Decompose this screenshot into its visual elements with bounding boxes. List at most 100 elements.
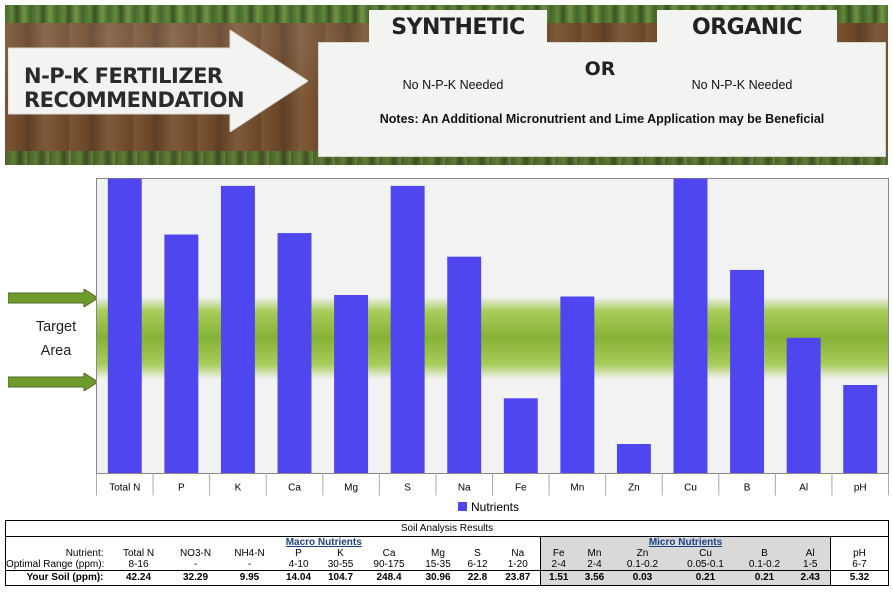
table-cell: 104.7 [319,570,362,586]
target-band [97,296,888,380]
table-cell: B [738,548,791,559]
x-tick-label: Total N [109,483,140,494]
synthetic-recommendation: No N-P-K Needed [402,78,504,92]
table-cell: 248.4 [361,570,417,586]
table-cell: 2.43 [790,570,831,586]
nutrient-row-label: Nutrient: [5,548,108,559]
table-cell: 9.95 [221,570,278,586]
bar-cu [673,178,708,474]
bar-fe [503,398,538,474]
bar-al [786,337,821,474]
optimal-row-label: Optimal Range (ppm): [5,559,108,571]
table-cell: Al [790,548,831,559]
target-label-line-1: Target [35,319,77,335]
table-cell: 8-16 [128,559,149,570]
bar-mn [560,296,595,474]
or-label: OR [584,58,616,80]
chart-legend: Nutrients [458,500,519,514]
x-tick-label: B [744,483,751,494]
bar-k [220,185,255,474]
bar-b [730,269,765,474]
bar-p [164,234,199,474]
table-cell: 15-35 [425,559,451,570]
target-label-line-2: Area [40,343,72,359]
table-cell: pH [829,548,890,559]
nutrient-row: Nutrient: Total N NO3-N NH4-N P K Ca Mg … [5,548,890,559]
table-cell: 0.21 [672,570,739,586]
table-title: Soil Analysis Results [4,520,890,537]
table-cell: 1-5 [790,559,831,571]
table-cell: 14.04 [277,570,320,586]
target-upper-arrow-icon [8,289,98,307]
table-cell: 0.03 [612,570,673,586]
table-cell: P [295,548,302,559]
x-tick-label: Na [458,483,471,494]
soil-analysis-table: Soil Analysis Results Macro Nutrients Mi… [4,520,890,586]
table-cell: - [247,559,252,570]
bar-ph [843,385,878,474]
table-cell: Fe [540,548,577,559]
bar-mg [334,295,369,474]
page-title: N-P-K FERTILIZER RECOMMENDATION [24,64,284,112]
table-cell: 6-7 [829,559,890,571]
title-line-2: RECOMMENDATION [24,88,245,112]
x-tick-label: K [235,483,242,494]
x-tick-label: Al [799,483,808,494]
table-cell: Mg [431,548,445,559]
table-cell: Ca [382,548,396,559]
micro-nutrients-header: Micro Nutrients [540,536,831,548]
table-cell: 22.8 [459,570,496,586]
title-arrow-shape [8,30,308,132]
table-cell: 30.96 [416,570,460,586]
target-area-label: Target Area [18,315,94,363]
title-line-1: N-P-K FERTILIZER [24,64,223,88]
table-cell: 6-12 [467,559,488,570]
bar-na [447,256,482,474]
table-cell: 2-4 [576,559,613,571]
table-cell: 0.21 [738,570,791,586]
table-cell: S [474,548,481,559]
table-cell: 5.32 [829,570,890,586]
legend-swatch [458,502,467,511]
table-cell: 1-20 [507,559,528,570]
table-cell: Cu [672,548,739,559]
table-cell: 0.05-0.1 [672,559,739,571]
x-tick-label: Cu [684,483,697,494]
bar-ca [277,233,312,474]
table-cell: 0.1-0.2 [738,559,791,571]
your-soil-row: Your Soil (ppm): 42.24 32.29 9.95 14.04 … [5,570,890,586]
bar-zn [616,444,651,474]
notes-text: Notes: An Additional Micronutrient and L… [379,112,825,126]
x-tick-label: Zn [628,483,640,494]
optimal-range-row: Optimal Range (ppm): 8-16 - - 4-10 30-55… [5,559,890,571]
x-tick-label: Mn [570,483,584,494]
target-lower-arrow-icon [8,373,98,391]
legend-label: Nutrients [471,500,519,514]
x-tick-label: Mg [344,483,358,494]
table-cell: Zn [612,548,673,559]
macro-nutrients-header: Macro Nutrients [285,537,362,548]
bar-total-n [107,178,142,474]
table-cell: Na [511,548,525,559]
recommendation-panel [318,42,886,157]
table-cell: 90-175 [373,559,405,570]
table-cell: 23.87 [495,570,541,586]
table-cell: - [193,559,198,570]
bar-s [390,185,425,474]
synthetic-label: SYNTHETIC [369,10,547,45]
nutrient-bar-chart: Total N P K Ca Mg S Na Fe Mn Zn Cu B Al pH Nutrients [96,178,889,514]
table-cell: 4-10 [288,559,309,570]
table-cell: 42.24 [107,570,170,586]
table-cell: 1.51 [540,570,577,586]
table-cell: 2-4 [540,559,577,571]
x-tick-label: Ca [288,483,301,494]
organic-recommendation: No N-P-K Needed [691,78,793,92]
x-tick-label: P [178,483,185,494]
x-tick-label: pH [854,483,867,494]
table-cell: 32.29 [169,570,222,586]
table-cell: 30-55 [327,559,354,570]
table-cell: Total N [122,548,155,559]
x-tick-label: S [404,483,411,494]
organic-label: ORGANIC [657,10,837,45]
table-cell: 0.1-0.2 [612,559,673,571]
